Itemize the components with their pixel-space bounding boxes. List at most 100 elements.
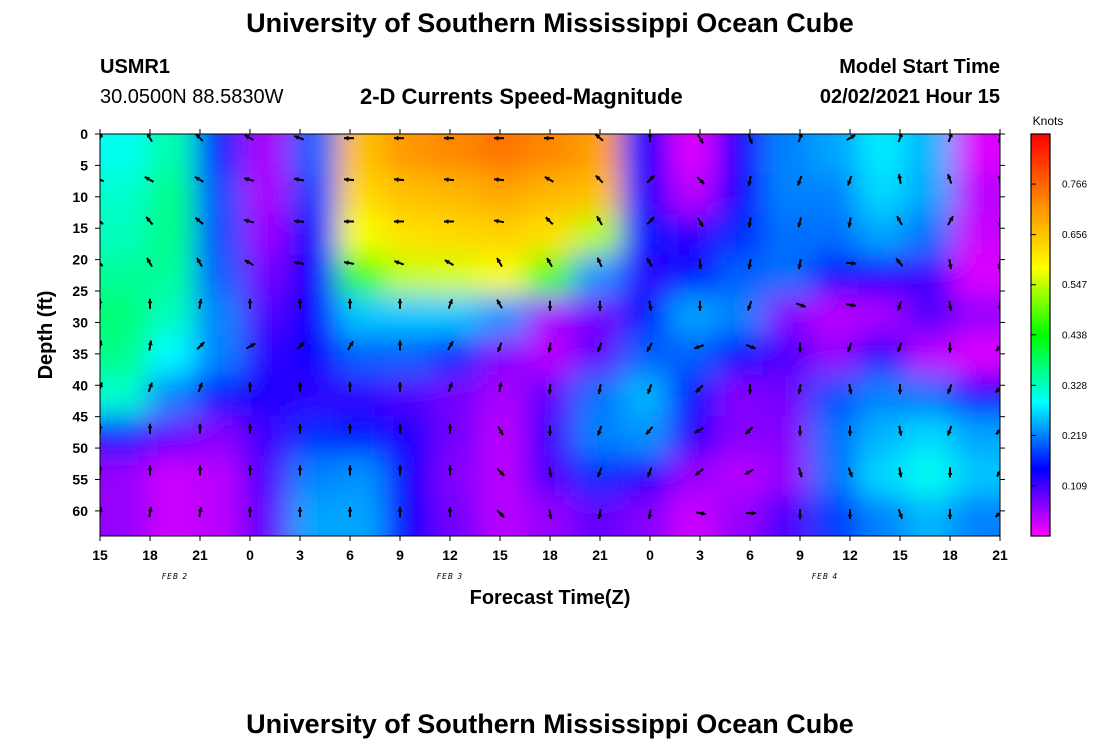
current-vector-arrow (646, 342, 653, 353)
current-vector-arrow (994, 511, 1000, 518)
current-vector-arrow (897, 300, 903, 311)
current-vector-arrow (145, 216, 154, 226)
x-tick-label: 18 (542, 547, 558, 563)
current-vector-arrow (147, 340, 153, 351)
y-tick-label: 50 (72, 440, 88, 456)
x-tick-label: 6 (746, 547, 754, 563)
x-tick-label: 18 (142, 547, 158, 563)
heatmap-cell (905, 254, 954, 296)
current-vector-arrow (447, 465, 453, 476)
heatmap-cell (147, 415, 196, 457)
current-vector-arrow (696, 176, 705, 185)
current-vector-arrow (246, 342, 256, 350)
heatmap-cell (857, 294, 906, 336)
heatmap-cell (621, 254, 670, 296)
heatmap-cell (952, 174, 1000, 215)
current-vector-arrow (995, 428, 1000, 436)
current-vector-arrow (697, 300, 703, 311)
heatmap-cell (810, 375, 859, 416)
heatmap-cell (431, 294, 480, 336)
current-vector-arrow (547, 425, 553, 436)
heatmap-cell (952, 375, 1000, 416)
colorbar-tick-label: 0.109 (1062, 481, 1087, 492)
current-vector-arrow (497, 342, 503, 353)
current-vector-arrow (544, 175, 554, 183)
heatmap-cell (242, 174, 291, 215)
heatmap-cell (147, 294, 196, 336)
current-vector-arrow (597, 384, 603, 395)
colorbar-tick-label: 0.656 (1062, 230, 1087, 241)
heatmap-cell (668, 495, 717, 536)
current-vector-arrow (847, 175, 853, 186)
current-vector-arrow (444, 135, 454, 141)
current-vector-arrow (297, 423, 303, 434)
current-vector-arrow (645, 426, 654, 436)
current-vector-arrow (496, 299, 503, 309)
heatmap-cell (905, 455, 954, 497)
current-vector-arrow (247, 465, 253, 476)
heatmap-cell (100, 134, 148, 175)
heatmap-cell (431, 375, 480, 416)
heatmap-cell (242, 455, 291, 497)
heatmap-cell (100, 294, 148, 336)
heatmap-cell (573, 214, 622, 256)
current-vector-arrow (547, 342, 553, 353)
current-vector-arrow (646, 174, 655, 184)
heatmap-cell (289, 254, 338, 296)
heatmap-cell (952, 495, 1000, 536)
current-vector-arrow (847, 384, 853, 395)
y-axis-title: Depth (ft) (35, 291, 57, 380)
current-vector-arrow (497, 382, 503, 393)
heatmap-cell (621, 134, 670, 175)
current-vector-arrow (947, 215, 954, 226)
current-vector-arrow (196, 257, 203, 268)
x-tick-label: 15 (492, 547, 508, 563)
current-vector-arrow (146, 257, 153, 268)
x-tick-label: 21 (192, 547, 208, 563)
heatmap-cell (715, 254, 764, 296)
current-vector-arrow (296, 341, 305, 350)
heatmap-cell (478, 335, 527, 376)
heatmap-cell (100, 214, 148, 256)
current-vector-arrow (443, 177, 455, 183)
heatmap-cell (810, 174, 859, 215)
heatmap-cell (431, 134, 480, 175)
heatmap-cell (289, 455, 338, 497)
current-vector-arrow (646, 257, 653, 268)
current-vector-arrow (947, 425, 953, 436)
current-vector-arrow (947, 384, 953, 395)
heatmap-cell (763, 174, 812, 215)
x-tick-label: 3 (296, 547, 304, 563)
heatmap-cell (431, 254, 480, 296)
heatmap-cell (763, 214, 812, 256)
heatmap-cell (715, 335, 764, 376)
heatmap-cell (242, 335, 291, 376)
heatmap-cell (147, 455, 196, 497)
heatmap-cell (668, 375, 717, 416)
current-vector-arrow (697, 134, 704, 144)
heatmap-cell (194, 254, 243, 296)
heatmap-cell (952, 254, 1000, 296)
current-vector-arrow (897, 508, 903, 520)
current-vector-arrow (397, 298, 403, 309)
current-vector-arrow (897, 342, 903, 353)
current-vector-arrow (797, 217, 803, 228)
current-vector-arrow (493, 218, 505, 224)
heatmap-cell (242, 415, 291, 457)
current-vector-arrow (947, 300, 953, 311)
heatmap-cell (810, 455, 859, 497)
current-vector-arrow (247, 382, 253, 393)
heatmap-cell (431, 214, 480, 256)
current-vector-arrow (344, 135, 354, 141)
heatmap-cell (668, 254, 717, 296)
current-vector-arrow (596, 215, 603, 226)
heatmap-cell (573, 134, 622, 175)
colorbar: Knots 0.766 0.656 0.547 0.438 0.328 0.219 0.10… (1030, 114, 1087, 537)
current-vector-arrow (297, 298, 303, 309)
heatmap-cell (952, 455, 1000, 497)
heatmap-cell (478, 375, 527, 416)
current-vector-arrow (293, 260, 305, 266)
x-tick-label: 9 (796, 547, 804, 563)
current-vector-arrow (394, 260, 405, 266)
colorbar-tick-label: 0.219 (1062, 431, 1087, 442)
